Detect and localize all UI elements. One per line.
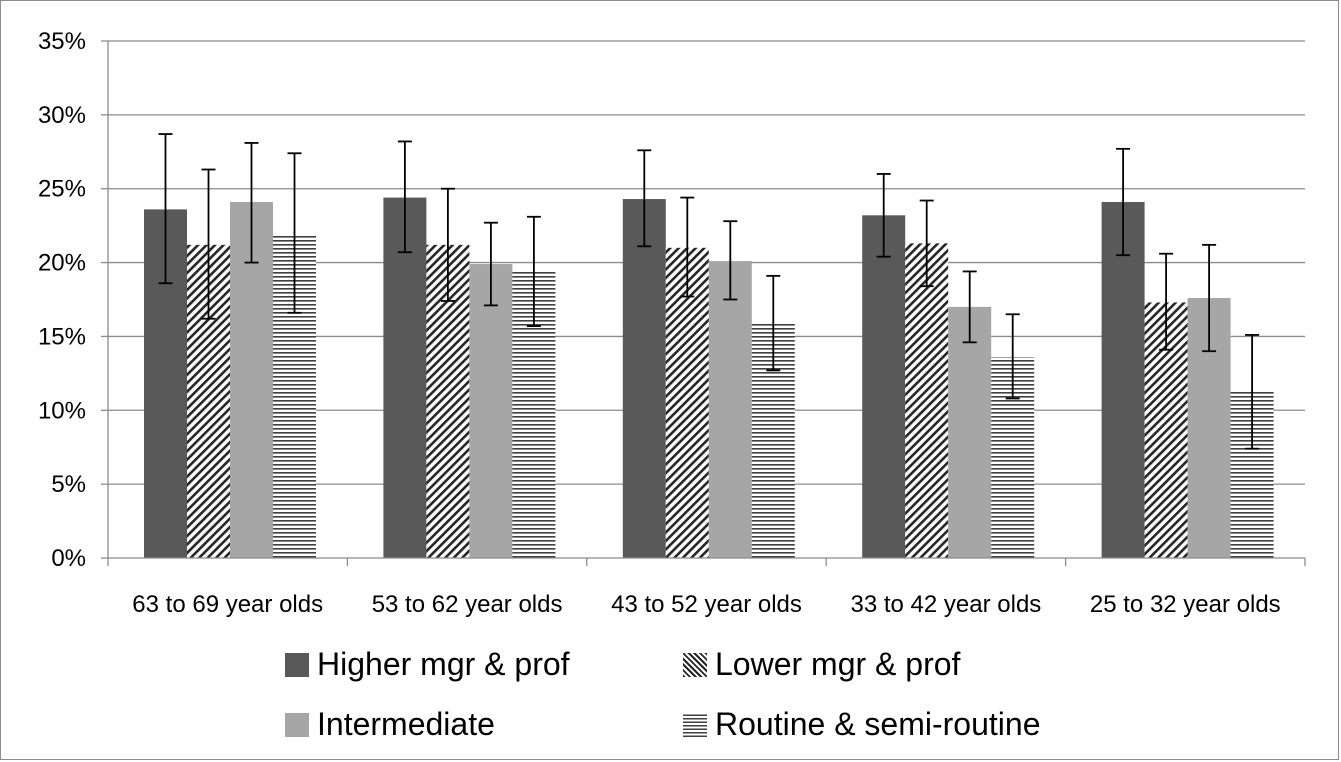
x-tick-label: 33 to 42 year olds xyxy=(851,591,1042,618)
bar xyxy=(1101,202,1145,558)
y-tick-label: 35% xyxy=(38,28,86,55)
error-bars xyxy=(158,133,1260,450)
y-tick-label: 30% xyxy=(38,102,86,129)
y-tick-label: 0% xyxy=(51,545,86,572)
y-tick-label: 20% xyxy=(38,250,86,277)
bars xyxy=(144,197,1274,559)
x-tick-label: 63 to 69 year olds xyxy=(132,591,323,618)
bar xyxy=(383,197,427,558)
y-tick-labels: 0% 5% 10% 15% 20% 25% 30% 35% xyxy=(38,28,86,572)
bar xyxy=(622,199,666,558)
bar xyxy=(708,261,752,558)
bar xyxy=(905,243,949,558)
y-tick-label: 25% xyxy=(38,176,86,203)
y-tick-label: 10% xyxy=(38,397,86,424)
bar xyxy=(948,306,992,558)
bar xyxy=(862,215,906,558)
y-tick-label: 15% xyxy=(38,323,86,350)
x-tick-label: 53 to 62 year olds xyxy=(372,591,563,618)
x-tick-label: 43 to 52 year olds xyxy=(611,591,802,618)
y-tick-label: 5% xyxy=(51,471,86,498)
bar xyxy=(469,264,513,558)
axes xyxy=(101,40,1306,566)
x-tick-label: 25 to 32 year olds xyxy=(1090,591,1281,618)
bar xyxy=(665,247,709,559)
x-tick-labels: 63 to 69 year olds 53 to 62 year olds 43 t… xyxy=(132,591,1280,618)
